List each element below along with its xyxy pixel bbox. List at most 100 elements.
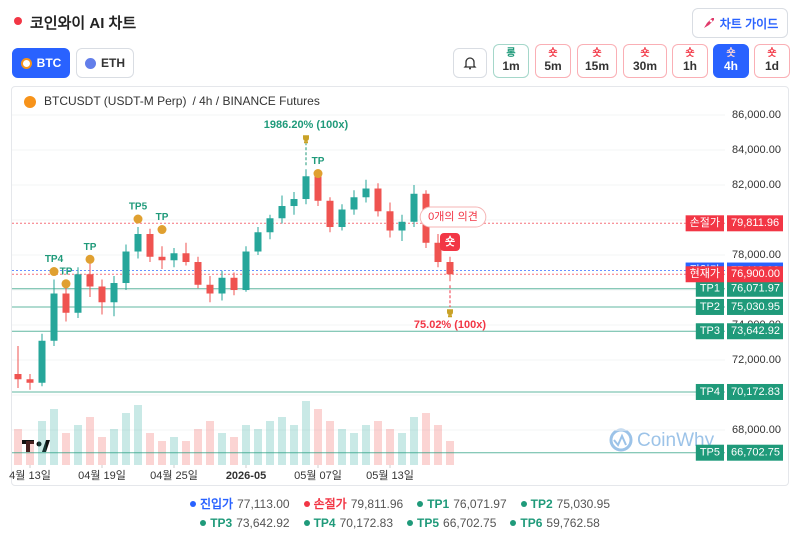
legend-name: TP5 [417, 515, 440, 530]
x-tick-label: 2026-05 [226, 470, 266, 482]
annotation-label: 1986.20% (100x) [264, 119, 349, 131]
price-tag-name: TP5 [700, 447, 720, 459]
price-tag-bg [727, 383, 783, 400]
x-tick-label: 4월 13일 [9, 468, 51, 482]
candle-body [50, 293, 58, 341]
watermark-text: CoinWhy [637, 430, 715, 451]
guide-button[interactable]: 차트 가이드 [692, 8, 788, 38]
volume-bar [362, 425, 370, 465]
volume-bar [86, 417, 94, 465]
candle-body [290, 199, 298, 207]
timeframe-signal: 숏 [548, 48, 558, 59]
page-title: 코인와이 AI 차트 [30, 15, 137, 32]
volume-bar [110, 429, 118, 465]
volume-bar [278, 417, 286, 465]
timeframe-tab[interactable]: 숏 4h [713, 44, 749, 78]
volume-bar [386, 429, 394, 465]
price-tag-name: TP2 [700, 301, 720, 313]
price-tag-bg [727, 266, 783, 283]
legend-item: TP2 75,030.95 [520, 497, 610, 511]
annotation-label: TP [156, 212, 169, 223]
legend-value: 73,642.92 [236, 515, 290, 530]
volume-bar [206, 421, 214, 465]
timeframe-label: 1d [764, 59, 779, 73]
y-tick-label: 68,000.00 [732, 424, 781, 436]
legend-name: TP1 [427, 496, 450, 511]
price-tag-name: TP4 [700, 386, 720, 398]
candle-body [254, 232, 262, 252]
bell-icon [463, 57, 477, 70]
y-tick-label: 72,000.00 [732, 354, 781, 366]
legend-row: 진입가 77,113.00 손절가 79,811.96 TP1 76,071.97 TP2 7… [0, 494, 800, 513]
legend-item: TP6 59,762.58 [510, 515, 600, 530]
volume-bar [302, 401, 310, 465]
price-tag-bg [727, 444, 783, 461]
timeframe-tab[interactable]: 숏 1d [754, 44, 790, 78]
volume-bar [230, 437, 238, 465]
legend-item: TP1 76,071.97 [417, 496, 507, 511]
candle-body [62, 293, 70, 313]
annotation-label: TP4 [45, 254, 64, 265]
price-tag-value: 76,900.00 [731, 268, 780, 280]
legend-value: 66,702.75 [443, 515, 497, 530]
timeframe-tab[interactable]: 숏 15m [577, 44, 617, 78]
volume-bar [122, 413, 130, 465]
candle-body [74, 274, 82, 313]
annotation-icon [61, 279, 71, 289]
candle-body [278, 206, 286, 219]
candle-body [446, 262, 454, 275]
legend-item: TP4 70,172.83 [303, 515, 393, 530]
legend-row: TP3 73,642.92 TP4 70,172.83 TP5 66,702.75 TP6 5… [0, 513, 800, 532]
legend-name: TP4 [313, 515, 336, 530]
comment-bubble [419, 206, 487, 228]
annotation-label: TP [312, 156, 325, 167]
price-tag-name-bg [695, 298, 724, 315]
candle-body [374, 188, 382, 212]
volume-bar [290, 425, 298, 465]
volume-bar [98, 437, 106, 465]
volume-bar [350, 433, 358, 465]
annotation-icon [313, 169, 323, 179]
candle-body [362, 188, 370, 198]
price-tag-name-bg [695, 444, 724, 461]
volume-bar [50, 409, 58, 465]
timeframe-signal: 숏 [640, 48, 650, 59]
timeframe-tab[interactable]: 롱 1m [493, 44, 529, 78]
price-tag-value: 76,071.97 [731, 283, 780, 295]
timeframe-tab[interactable]: 숏 1h [672, 44, 708, 78]
timeframe-tab[interactable]: 숏 30m [623, 44, 667, 78]
price-tag-bg [727, 323, 783, 340]
legend-name: 진입가 [199, 497, 234, 511]
legend-value: 70,172.83 [339, 515, 393, 530]
legend-dot [303, 500, 310, 507]
legend-item: TP3 73,642.92 [200, 515, 290, 530]
legend-value: 59,762.58 [546, 515, 600, 530]
candle-body [98, 286, 106, 303]
legend-item: TP5 66,702.75 [407, 516, 496, 530]
price-tag-value: 75,030.95 [731, 301, 780, 313]
candle-body [326, 200, 334, 228]
timeframe-tab[interactable]: 숏 5m [535, 44, 571, 78]
legend-value: 79,811.96 [350, 496, 404, 511]
volume-bar [218, 433, 226, 465]
volume-bar [242, 425, 250, 465]
coin-tab[interactable]: BTC [12, 48, 70, 78]
price-tag-value: 66,702.75 [731, 447, 780, 459]
btc-icon [24, 96, 36, 108]
candle-body [302, 176, 310, 200]
candle-body [338, 209, 346, 228]
legend-value: 77,113.00 [237, 496, 290, 511]
y-tick-label: 86,000.00 [732, 109, 781, 121]
chart-subtitle: / 4h / BINANCE Futures [192, 94, 319, 108]
legend-dot [303, 519, 310, 526]
alert-button[interactable] [453, 48, 487, 78]
candle-body [182, 253, 190, 263]
legend-dot [189, 500, 196, 507]
volume-bar [74, 425, 82, 465]
coin-tab[interactable]: ETH [76, 48, 134, 78]
candle-body [350, 197, 358, 210]
candle-body [194, 262, 202, 285]
volume-bar [434, 425, 442, 465]
guide-label: 차트 가이드 [719, 16, 779, 31]
